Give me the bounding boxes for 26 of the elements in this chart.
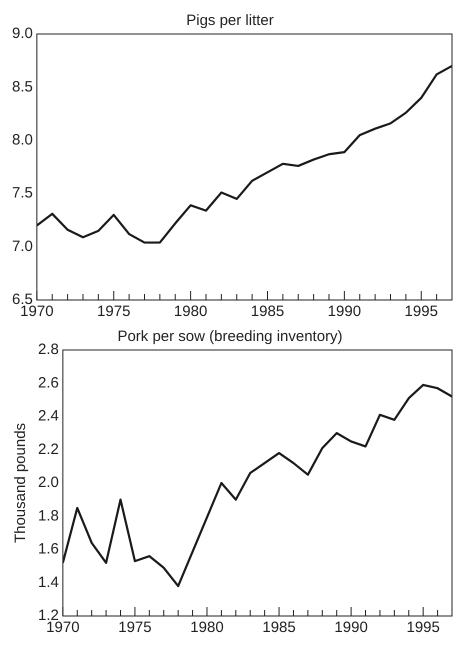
y-tick-label: 7.5: [12, 184, 33, 202]
x-tick-label: 1995: [404, 303, 438, 320]
y-tick-label: 1.8: [38, 507, 59, 524]
x-tick-label: 1995: [406, 619, 440, 636]
y-tick-label: 8.0: [12, 132, 33, 149]
y-tick-label: 2.6: [38, 374, 59, 392]
x-tick-label: 1990: [334, 619, 368, 636]
x-tick-label: 1985: [250, 303, 284, 320]
y-tick-label: 2.2: [38, 440, 59, 458]
x-tick-label: 1985: [262, 619, 296, 636]
y-tick-label: 2.0: [38, 474, 59, 492]
y-tick-label: 9.0: [12, 25, 33, 42]
y-tick-label: 8.5: [12, 78, 33, 96]
chart-title: Pigs per litter: [186, 12, 274, 30]
y-tick-label: 1.4: [38, 574, 59, 591]
x-tick-label: 1980: [174, 303, 208, 320]
y-axis-title: Thousand pounds: [12, 422, 30, 544]
chart-title: Pork per sow (breeding inventory): [117, 328, 343, 346]
y-tick-label: 7.0: [12, 238, 33, 255]
y-tick-label: 2.4: [38, 408, 59, 425]
y-tick-label: 1.6: [38, 540, 59, 558]
y-tick-label: 2.8: [38, 341, 59, 358]
x-tick-label: 1975: [118, 619, 152, 636]
x-tick-label: 1975: [97, 303, 130, 320]
x-tick-label: 1980: [190, 619, 224, 636]
x-tick-label: 1990: [328, 303, 362, 320]
